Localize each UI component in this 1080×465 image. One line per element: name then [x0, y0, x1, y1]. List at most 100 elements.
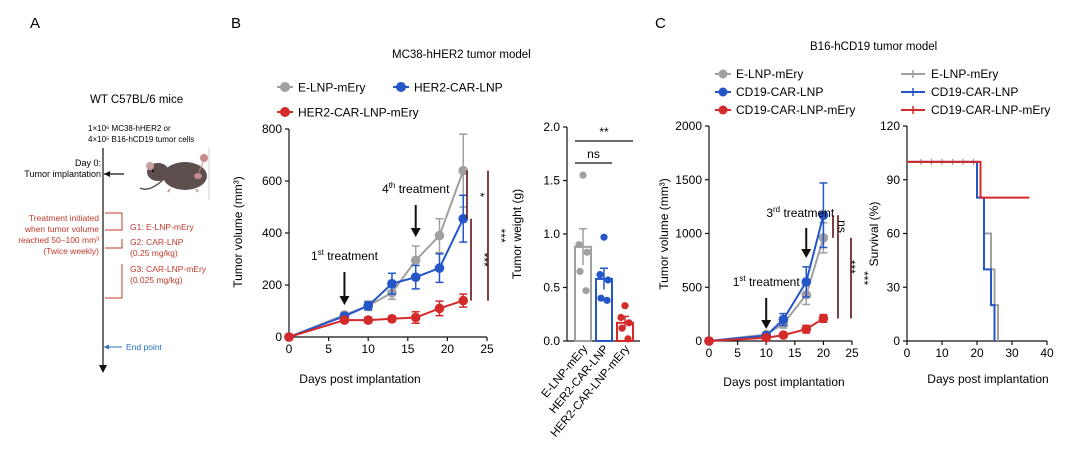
cells-line-1: 1×10⁶ MC38-hHER2 or — [88, 124, 171, 133]
legend-label-her2-car-lnp: HER2-CAR-LNP — [414, 81, 503, 95]
significance-label: ns — [587, 147, 600, 161]
treatment-label: 1st treatment — [311, 248, 379, 263]
panel-b-tumor-weight-chart: 0.00.51.01.52.0E-LNP-mEryHER2-CAR-LNPHER… — [540, 120, 640, 440]
legend-surv-e-lnp-mery: E-LNP-mEry — [931, 67, 998, 81]
x-tick-label: 25 — [480, 342, 494, 356]
significance-label: * — [473, 192, 487, 197]
data-point — [410, 312, 421, 323]
group-brackets — [105, 212, 123, 299]
individual-point — [603, 296, 611, 304]
y-tick-label: 0 — [695, 334, 702, 348]
legend-label-e-lnp-mery: E-LNP-mEry — [298, 81, 365, 95]
y-tick-label: 800 — [262, 122, 282, 136]
y-tick-label: 1500 — [675, 173, 702, 187]
panel-a: A WT C57BL/6 mice 1×10⁶ MC38-hHER2 or 4×… — [18, 15, 210, 373]
panel-c-tumor-volume-chart: 0 5 10 15 20 25 0 500 1000 1500 2000 1st treatment 3… — [675, 119, 871, 360]
y-tick-label: 0 — [893, 334, 900, 348]
panel-b-title: MC38-hHER2 tumor model — [392, 49, 531, 61]
x-tick-label: 40 — [1040, 346, 1054, 360]
x-tick-label: 10 — [935, 346, 949, 360]
y-tick-label: 60 — [887, 227, 901, 241]
y-tick-label: 1000 — [675, 227, 702, 241]
significance-label: ns — [835, 220, 849, 233]
treatment-line-3: reached 50–100 mm³ — [18, 235, 99, 245]
y-tick-label: 0 — [275, 330, 282, 344]
individual-point — [576, 267, 584, 276]
x-tick-label: 0 — [904, 346, 911, 360]
panel-c-survival-ylabel: Survival (%) — [867, 202, 881, 267]
legend-c-cd19-car-lnp-mery: CD19-CAR-LNP-mEry — [736, 103, 855, 117]
survival-curve-cd19-car-lnp — [907, 160, 996, 341]
panel-c-title: B16-hCD19 tumor model — [810, 41, 937, 53]
data-point — [434, 263, 445, 273]
legend-c-cd19-car-lnp: CD19-CAR-LNP — [736, 85, 823, 99]
panel-a-title: WT C57BL/6 mice — [90, 94, 183, 106]
y-tick-label: 1.5 — [543, 174, 560, 188]
data-point — [818, 313, 829, 324]
data-point — [704, 336, 714, 346]
legend-marker-e-lnp — [280, 82, 290, 92]
legend-surv-cd19-car-lnp: CD19-CAR-LNP — [931, 85, 1018, 99]
panel-c-ylabel: Tumor volume (mm³) — [657, 178, 671, 290]
y-tick-label: 30 — [887, 280, 901, 294]
treatment-label: 4th treatment — [382, 181, 450, 196]
x-tick-label: 15 — [401, 342, 415, 356]
x-tick-label: 20 — [970, 346, 984, 360]
day0-label-1: Day 0: — [75, 158, 101, 168]
treatment-arrowhead — [761, 320, 772, 329]
individual-point — [604, 276, 612, 284]
data-point — [363, 301, 374, 311]
group-g3-dose: (0.025 mg/kg) — [130, 275, 183, 285]
legend-label-her2-car-lnp-mery: HER2-CAR-LNP-mEry — [298, 106, 419, 120]
panel-b-xlabel: Days post implantation — [299, 372, 420, 386]
data-point — [458, 165, 469, 176]
y-tick-label: 400 — [262, 226, 282, 240]
y-tick-label: 0.0 — [543, 334, 560, 348]
x-tick-label: 0 — [706, 346, 713, 360]
survival-curve-cd19-car-lnp-mery — [907, 160, 1030, 199]
data-point — [801, 324, 812, 334]
tumor-cells-icon — [200, 154, 208, 162]
group-g1-label: G1: E-LNP-mEry — [130, 222, 195, 232]
y-tick-label: 200 — [262, 278, 282, 292]
individual-point — [618, 324, 626, 332]
individual-point — [596, 271, 604, 279]
treatment-label: 1st treatment — [733, 274, 801, 289]
individual-point — [625, 319, 633, 327]
significance-label: *** — [857, 271, 871, 285]
endpoint-label: End point — [126, 342, 163, 352]
x-tick-label: 10 — [362, 342, 376, 356]
data-point — [818, 210, 829, 221]
individual-point — [583, 248, 591, 256]
y-tick-label: 600 — [262, 174, 282, 188]
panel-c-xlabel: Days post implantation — [723, 375, 844, 389]
data-point — [284, 332, 294, 342]
data-point — [363, 315, 374, 325]
mouse-illustration — [139, 154, 208, 193]
panel-b-ylabel: Tumor volume (mm³) — [231, 176, 245, 288]
treatment-line-2: when tumor volume — [24, 224, 99, 234]
treatment-arrowhead — [410, 228, 421, 237]
y-tick-label: 2.0 — [543, 120, 560, 134]
data-point — [778, 330, 789, 340]
panel-b-legend: E-LNP-mEry HER2-CAR-LNP HER2-CAR-LNP-mEr… — [277, 81, 503, 120]
treatment-label: 3rd treatment — [766, 205, 835, 220]
panel-b-weight-ylabel: Tumor weight (g) — [510, 189, 524, 279]
individual-point — [617, 313, 625, 322]
data-point — [434, 230, 445, 241]
data-point — [434, 303, 445, 314]
data-point — [387, 278, 397, 289]
legend-marker-her2-car — [396, 82, 406, 92]
y-tick-label: 500 — [682, 280, 702, 294]
y-tick-label: 90 — [887, 173, 901, 187]
data-point — [387, 314, 397, 324]
group-g2-label: G2: CAR-LNP — [130, 237, 184, 247]
x-tick-label: 0 — [286, 342, 293, 356]
group-g2-dose: (0.25 mg/kg) — [130, 248, 178, 258]
individual-point — [582, 287, 590, 295]
treatment-arrowhead — [801, 249, 812, 258]
legend-surv-cd19-car-lnp-mery: CD19-CAR-LNP-mEry — [931, 103, 1050, 117]
data-point — [801, 277, 812, 287]
data-point — [410, 255, 421, 266]
